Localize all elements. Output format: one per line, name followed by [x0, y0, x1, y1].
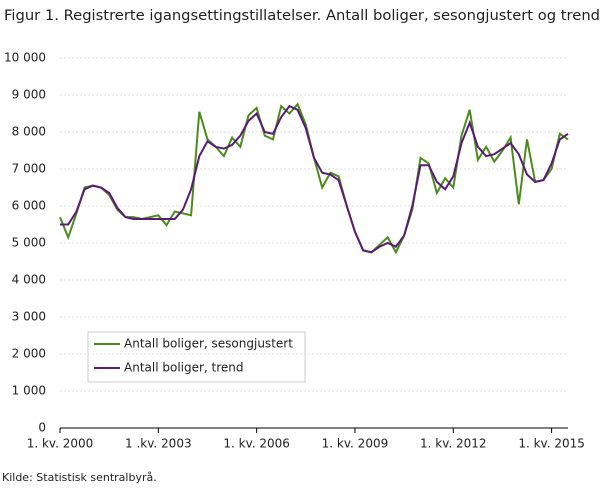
series-line — [59, 102, 569, 255]
y-tick-label: 5 000 — [12, 236, 46, 250]
x-tick-label: 1. kv. 2015 — [518, 437, 585, 451]
y-tick-label: 1 000 — [12, 384, 46, 398]
source: Kilde: Statistisk sentralbyrå. — [2, 471, 157, 484]
y-tick-label: 9 000 — [12, 88, 46, 102]
legend: Antall boliger, sesongjustert Antall boli… — [87, 331, 306, 383]
x-tick-label: 1. kv. 2012 — [420, 437, 487, 451]
x-tick-label: 1 .kv. 2003 — [125, 437, 192, 451]
legend-label: Antall boliger, trend — [124, 361, 244, 375]
chart-title: Figur 1. Registrerte igangsettingstillat… — [4, 8, 600, 24]
x-tick-label: 1. kv. 2000 — [27, 437, 94, 451]
y-tick-label: 0 — [38, 421, 46, 435]
y-tick-label: 4 000 — [12, 273, 46, 287]
y-tick-label: 7 000 — [12, 162, 46, 176]
x-tick-label: 1. kv. 2009 — [322, 437, 389, 451]
x-tick-label: 1. kv. 2006 — [223, 437, 290, 451]
y-tick-label: 2 000 — [12, 347, 46, 361]
y-tick-label: 3 000 — [12, 310, 46, 324]
y-tick-label: 10 000 — [4, 51, 46, 65]
legend-label: Antall boliger, sesongjustert — [124, 337, 293, 351]
legend-box — [87, 331, 306, 383]
y-tick-label: 6 000 — [12, 199, 46, 213]
y-tick-label: 8 000 — [12, 125, 46, 139]
series-line — [60, 104, 569, 254]
